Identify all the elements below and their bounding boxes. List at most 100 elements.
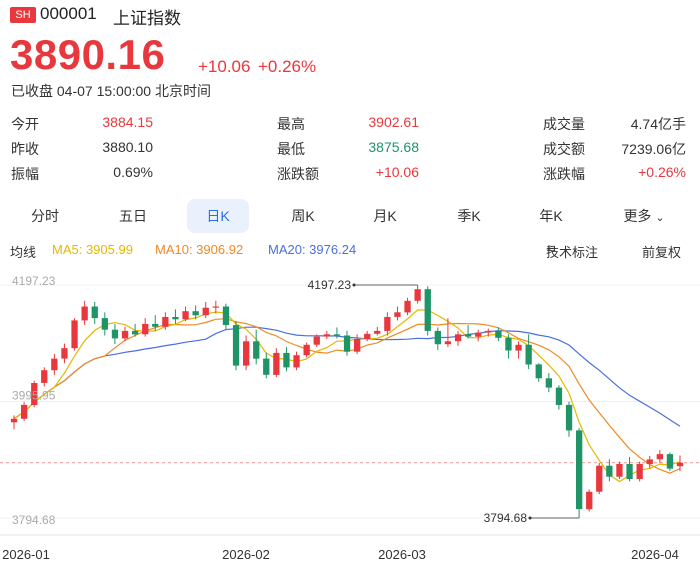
candle-body — [333, 334, 341, 336]
candle-body — [162, 317, 169, 327]
price-change-pct: +0.26% — [258, 57, 317, 76]
candle-body — [121, 330, 129, 339]
candle-body — [61, 348, 68, 359]
change-pct-value: +0.26% — [638, 164, 686, 180]
tab-quarterly-k[interactable]: 季K — [457, 208, 481, 224]
candle-body — [495, 330, 502, 338]
candle-body — [81, 306, 88, 321]
volume-value: 4.74亿手 — [630, 116, 686, 132]
candle-body — [152, 323, 159, 327]
candle-body — [91, 306, 98, 319]
tab-monthly-k[interactable]: 月K — [373, 208, 397, 224]
chart-grid — [0, 284, 700, 536]
open-value: 3884.15 — [102, 114, 153, 130]
candle-body — [172, 317, 179, 320]
candle-body — [424, 289, 431, 331]
tab-weekly-k[interactable]: 周K — [291, 208, 315, 224]
candle-body — [253, 341, 260, 359]
candle-body — [323, 334, 330, 337]
stock-name: 上证指数 — [113, 9, 181, 28]
candle-body — [10, 418, 18, 423]
x-tick-label: 2026-02 — [222, 547, 270, 562]
candle-body — [596, 465, 603, 492]
candle-body — [374, 330, 381, 334]
ma-selector[interactable]: 均线 — [10, 245, 37, 260]
candle-body — [283, 352, 290, 368]
period-tabs: 分时 五日 日K 周K 月K 季K 年K 更多 ⌄ — [0, 199, 700, 233]
candle-body — [475, 332, 482, 337]
high-marker-label: 4197.23 — [308, 278, 352, 292]
amplitude-value: 0.69% — [113, 164, 153, 180]
low-value: 3875.68 — [368, 139, 419, 155]
candle-body — [606, 465, 613, 477]
candle-body — [555, 387, 563, 405]
tech-annotation-label: 技术标注 — [546, 245, 599, 260]
ma10-value: MA10: 3906.92 — [155, 242, 244, 257]
change-amount-value: +10.06 — [375, 164, 419, 180]
high-label: 最高 — [277, 116, 305, 132]
candle-body — [626, 464, 633, 479]
candle-body — [404, 300, 411, 313]
x-tick-label: 2026-04 — [631, 547, 679, 562]
y-tick-label: 3995.95 — [12, 389, 56, 403]
market-status: 已收盘 04-07 15:00:00 北京时间 — [11, 83, 211, 99]
candle-body — [111, 329, 119, 339]
tab-more[interactable]: 更多 ⌄ — [614, 199, 674, 233]
stock-code: 000001 — [40, 4, 97, 23]
candle-body — [182, 311, 189, 320]
tab-daily-k[interactable]: 日K — [187, 199, 249, 233]
candle-body — [263, 358, 270, 375]
x-tick-label: 2026-01 — [2, 547, 50, 562]
adjust-mode-button[interactable]: 前复权 — [642, 245, 682, 260]
low-marker-dot — [528, 516, 532, 520]
candle-body — [364, 333, 371, 339]
candle-body — [313, 336, 320, 345]
tab-intraday[interactable]: 分时 — [31, 208, 59, 224]
candle-body — [636, 464, 643, 479]
candle-body — [222, 306, 230, 325]
candle-body — [676, 462, 684, 467]
indicator-row: 均线 MA5: 3905.99 MA10: 3906.92 MA20: 3976… — [10, 242, 700, 260]
candle-body — [525, 344, 532, 365]
kline-chart[interactable]: 4197.23 3995.95 3794.68 2026-01 2026-02 2026-… — [0, 270, 700, 576]
candle-body — [414, 289, 421, 301]
eye-icon: ≋ — [546, 243, 556, 255]
candle-body — [243, 341, 250, 366]
candle-body — [384, 317, 391, 331]
candle-body — [293, 355, 300, 368]
candle-body — [465, 334, 472, 337]
candle-body — [303, 344, 310, 356]
candle-body — [343, 335, 351, 352]
candle-body — [656, 454, 663, 460]
candle-body — [434, 330, 441, 345]
candle-body — [515, 344, 522, 351]
candle-body — [212, 306, 219, 308]
candle-body — [576, 430, 583, 510]
prev-close-label: 昨收 — [11, 141, 39, 157]
candle-body — [41, 370, 48, 383]
ma20-value: MA20: 3976.24 — [268, 242, 357, 257]
candle-body — [232, 325, 240, 366]
ma5-value: MA5: 3905.99 — [52, 242, 133, 257]
candle-body — [646, 459, 653, 464]
candle-body — [485, 330, 492, 333]
candle-body — [192, 311, 199, 316]
candle-body — [142, 323, 149, 335]
candles — [10, 285, 684, 518]
open-label: 今开 — [11, 116, 39, 132]
candle-body — [444, 341, 452, 345]
candle-body — [354, 339, 361, 352]
tab-five-day[interactable]: 五日 — [119, 208, 147, 224]
candle-body — [535, 364, 542, 379]
low-label: 最低 — [277, 141, 305, 157]
prev-close-value: 3880.10 — [102, 139, 153, 155]
candle-body — [454, 334, 462, 342]
chevron-down-icon: ⌄ — [655, 212, 665, 224]
current-price: 3890.16 — [10, 31, 166, 78]
candle-body — [101, 318, 108, 330]
candle-body — [71, 320, 78, 349]
candle-body — [273, 352, 280, 375]
tab-yearly-k[interactable]: 年K — [539, 208, 563, 224]
candle-body — [51, 358, 58, 371]
turnover-value: 7239.06亿 — [621, 141, 686, 157]
